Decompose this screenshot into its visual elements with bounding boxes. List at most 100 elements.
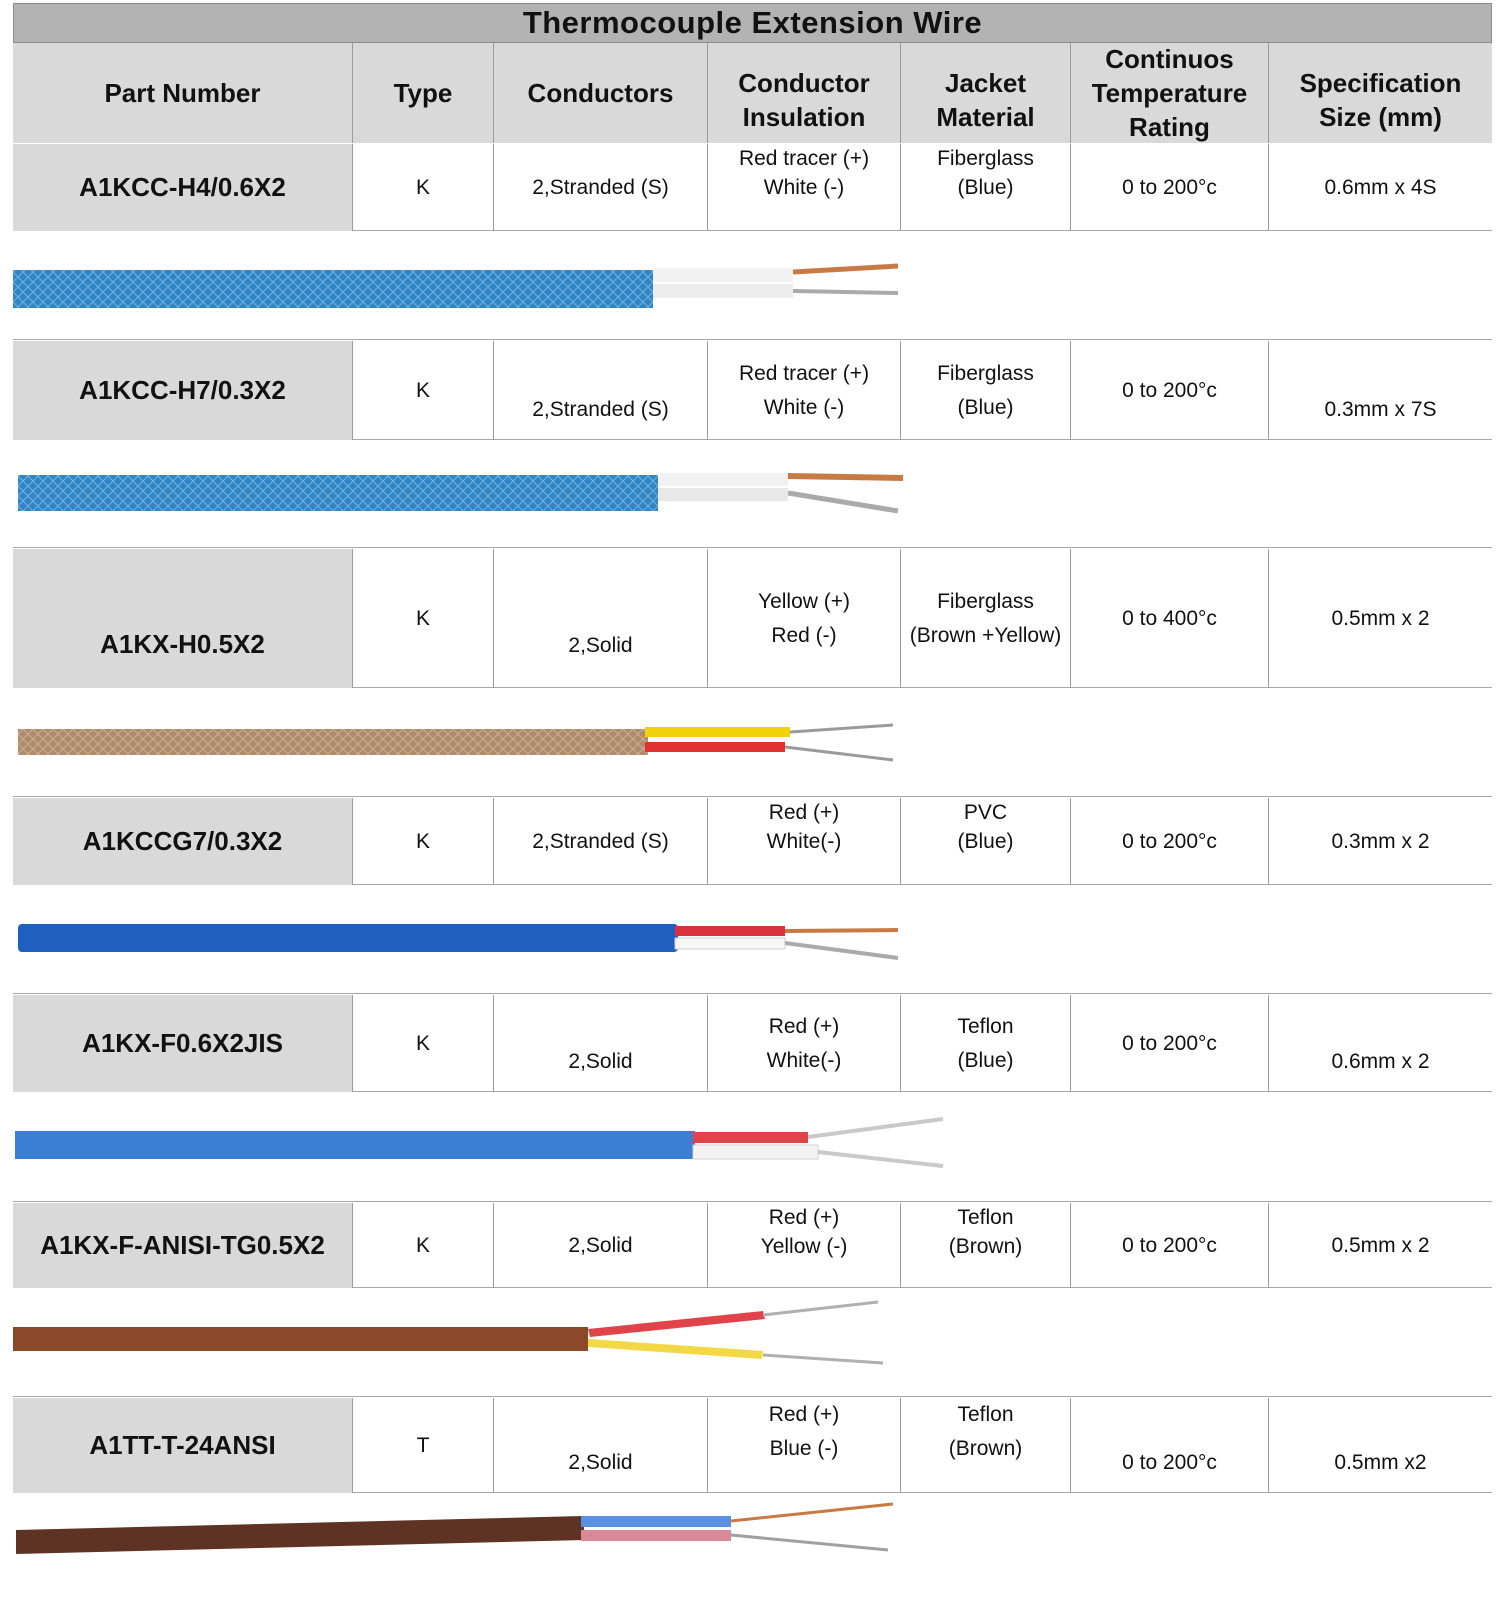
insulation-positive: Red (+) bbox=[768, 801, 840, 824]
wire-negative-insulation bbox=[674, 937, 786, 950]
jacket-material: Teflon bbox=[957, 1403, 1014, 1426]
conductors-cell: 2,Stranded (S) bbox=[493, 341, 707, 440]
header-insulation-line2: Insulation bbox=[742, 102, 866, 132]
wire-positive-core bbox=[787, 473, 904, 481]
conductors-cell: 2,Solid bbox=[493, 995, 707, 1092]
header-type-line1: Type bbox=[393, 78, 453, 108]
wire-positive-insulation bbox=[645, 727, 790, 737]
size-cell: 0.5mm x 2 bbox=[1268, 549, 1492, 688]
insulation-positive: Red (+) bbox=[768, 1403, 840, 1426]
part-number-cell: A1KCCG7/0.3X2 bbox=[13, 798, 352, 885]
wire-image bbox=[13, 441, 1492, 548]
jacket-cell: Fiberglass (Blue) bbox=[900, 144, 1070, 231]
header-type: Type bbox=[352, 43, 493, 143]
insulation-negative: White (-) bbox=[763, 395, 845, 419]
wire-positive-insulation bbox=[588, 1311, 765, 1337]
wire-positive-core bbox=[789, 723, 894, 734]
temperature-cell: 0 to 200°c bbox=[1070, 995, 1268, 1092]
temperature-cell: 0 to 200°c bbox=[1070, 341, 1268, 440]
table-row: A1KX-H0.5X2 K 2,Solid Yellow (+) Red (-)… bbox=[13, 549, 1492, 688]
wire-positive-insulation bbox=[653, 268, 793, 282]
header-jacket-line1: Jacket bbox=[945, 68, 1026, 98]
jacket-color: (Brown +Yellow) bbox=[909, 623, 1062, 647]
insulation-negative: White(-) bbox=[766, 1048, 842, 1072]
temperature-cell: 0 to 200°c bbox=[1070, 1398, 1268, 1493]
temperature-cell: 0 to 400°c bbox=[1070, 549, 1268, 688]
wire-photo bbox=[18, 924, 899, 960]
jacket-material: PVC bbox=[963, 801, 1008, 824]
wire-image bbox=[13, 689, 1492, 797]
header-size-line1: Specification bbox=[1299, 68, 1462, 98]
wire-negative-insulation bbox=[645, 742, 785, 752]
wire-positive-core bbox=[784, 928, 899, 933]
size-cell: 0.5mm x2 bbox=[1268, 1398, 1492, 1493]
jacket-cell: Teflon (Brown) bbox=[900, 1203, 1070, 1288]
wire-negative-core bbox=[817, 1150, 944, 1168]
insulation-negative: Blue (-) bbox=[769, 1437, 839, 1460]
header-size-line2: Size (mm) bbox=[1319, 102, 1442, 132]
type-cell: K bbox=[352, 1203, 493, 1288]
header-temperature-rating: Continuos Temperature Rating bbox=[1070, 43, 1268, 143]
wire-photo bbox=[13, 263, 899, 308]
part-number-cell: A1KCC-H7/0.3X2 bbox=[13, 341, 352, 440]
header-part-number: Part Number bbox=[13, 43, 352, 143]
conductors-cell: 2,Stranded (S) bbox=[493, 144, 707, 231]
wire-jacket bbox=[15, 1131, 695, 1159]
size-cell: 0.6mm x 2 bbox=[1268, 995, 1492, 1092]
header-conductor-insulation: Conductor Insulation bbox=[707, 43, 900, 143]
type-cell: T bbox=[352, 1398, 493, 1493]
insulation-positive: Red tracer (+) bbox=[738, 361, 870, 385]
size-cell: 0.5mm x 2 bbox=[1268, 1203, 1492, 1288]
type-cell: K bbox=[352, 144, 493, 231]
insulation-positive: Red (+) bbox=[768, 1206, 840, 1229]
wire-positive-core bbox=[807, 1117, 944, 1139]
table-row: A1KX-F0.6X2JIS K 2,Solid Red (+) White(-… bbox=[13, 995, 1492, 1092]
insulation-cell: Red (+) Yellow (-) bbox=[707, 1203, 900, 1288]
insulation-cell: Red (+) Blue (-) bbox=[707, 1398, 900, 1493]
wire-negative-insulation bbox=[692, 1144, 819, 1160]
size-cell: 0.6mm x 4S bbox=[1268, 144, 1492, 231]
table-row: A1KCCG7/0.3X2 K 2,Stranded (S) Red (+) W… bbox=[13, 798, 1492, 885]
jacket-color: (Blue) bbox=[957, 395, 1014, 419]
jacket-color: (Blue) bbox=[957, 830, 1014, 853]
temperature-cell: 0 to 200°c bbox=[1070, 1203, 1268, 1288]
jacket-cell: Fiberglass (Blue) bbox=[900, 341, 1070, 440]
insulation-negative: Yellow (-) bbox=[760, 1235, 848, 1258]
wire-jacket-texture bbox=[13, 270, 653, 308]
conductors-cell: 2,Solid bbox=[493, 1398, 707, 1493]
wire-image bbox=[13, 232, 1492, 340]
wire-negative-insulation bbox=[658, 488, 788, 501]
part-number-cell: A1TT-T-24ANSI bbox=[13, 1398, 352, 1493]
jacket-material: Teflon bbox=[957, 1206, 1014, 1229]
jacket-color: (Blue) bbox=[957, 176, 1014, 199]
table-row: A1KCC-H7/0.3X2 K 2,Stranded (S) Red trac… bbox=[13, 341, 1492, 440]
type-cell: K bbox=[352, 995, 493, 1092]
insulation-negative: White(-) bbox=[766, 830, 842, 853]
part-number-cell: A1KX-F0.6X2JIS bbox=[13, 995, 352, 1092]
wire-photo bbox=[18, 473, 904, 514]
wire-negative-core bbox=[792, 289, 899, 295]
insulation-positive: Red tracer (+) bbox=[738, 147, 870, 170]
insulation-negative: White (-) bbox=[763, 176, 845, 199]
header-insulation-line1: Conductor bbox=[738, 68, 870, 98]
conductors-cell: 2,Stranded (S) bbox=[493, 798, 707, 885]
insulation-cell: Red tracer (+) White (-) bbox=[707, 144, 900, 231]
insulation-cell: Red (+) White(-) bbox=[707, 798, 900, 885]
jacket-material: Fiberglass bbox=[937, 361, 1034, 385]
wire-image bbox=[13, 1289, 1492, 1397]
insulation-cell: Red (+) White(-) bbox=[707, 995, 900, 1092]
wire-positive-insulation bbox=[658, 473, 788, 486]
wire-jacket-texture bbox=[18, 729, 648, 755]
jacket-color: (Blue) bbox=[957, 1048, 1014, 1072]
insulation-cell: Red tracer (+) White (-) bbox=[707, 341, 900, 440]
insulation-positive: Red (+) bbox=[768, 1014, 840, 1038]
table-row: A1KCC-H4/0.6X2 K 2,Stranded (S) Red trac… bbox=[13, 144, 1492, 231]
wire-positive-insulation bbox=[693, 1132, 808, 1143]
wire-negative-insulation bbox=[581, 1530, 731, 1541]
wire-photo bbox=[18, 723, 894, 762]
type-cell: K bbox=[352, 798, 493, 885]
wire-jacket bbox=[16, 1516, 585, 1554]
size-cell: 0.3mm x 2 bbox=[1268, 798, 1492, 885]
wire-photo bbox=[15, 1117, 944, 1168]
jacket-cell: PVC (Blue) bbox=[900, 798, 1070, 885]
